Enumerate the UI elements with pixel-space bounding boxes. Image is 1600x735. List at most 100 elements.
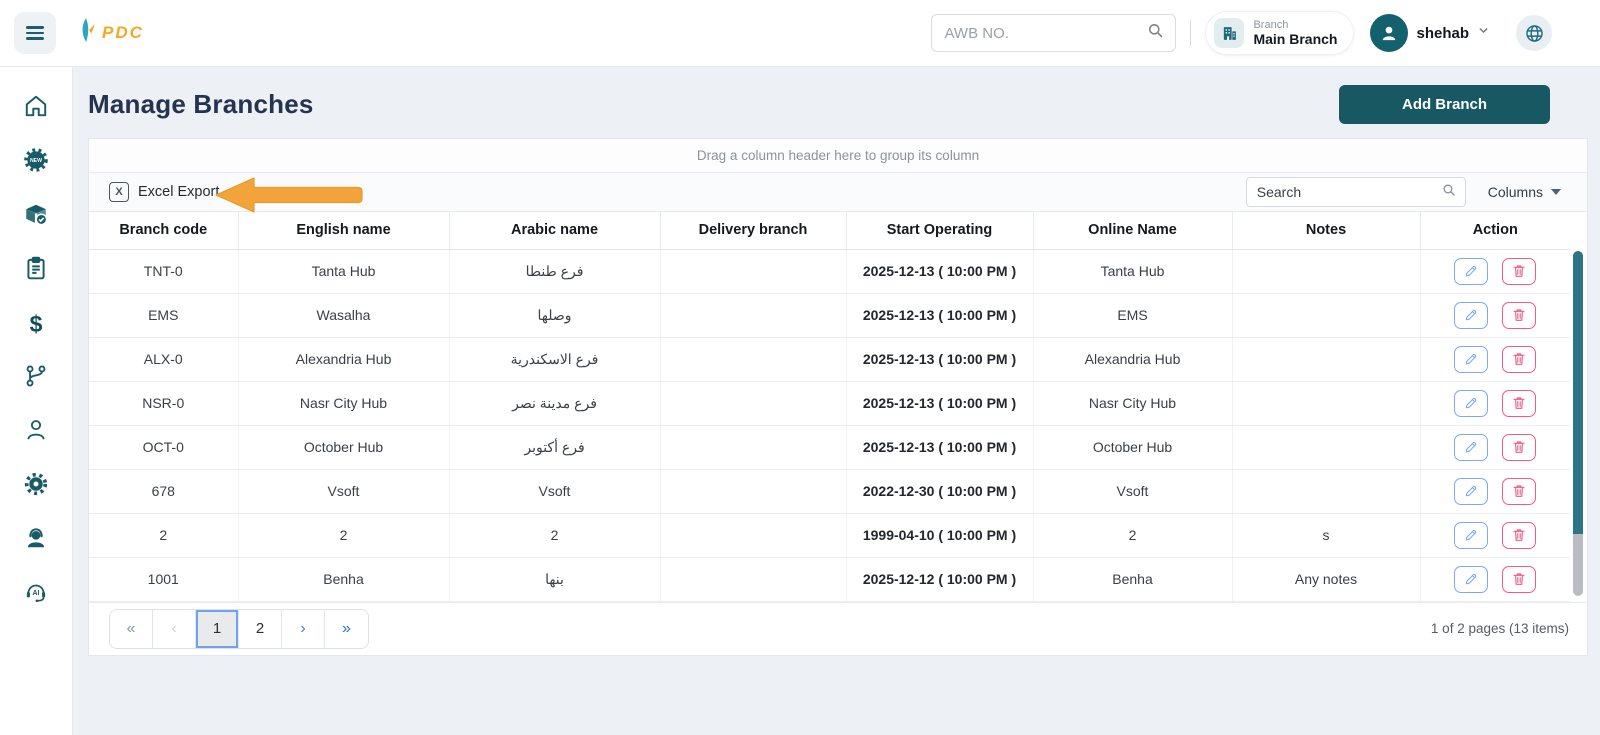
sidebar-item-branches[interactable] [22, 365, 50, 392]
edit-button[interactable] [1454, 521, 1489, 549]
awb-search-input[interactable] [944, 24, 1147, 42]
search-icon[interactable] [1146, 21, 1165, 45]
pager-first-button[interactable]: « [110, 609, 153, 648]
delete-button[interactable] [1502, 389, 1537, 417]
arabic-name-cell: 2 [449, 513, 661, 558]
column-header-delivery-branch[interactable]: Delivery branch [660, 212, 847, 250]
english-name-cell: 2 [238, 513, 450, 558]
english-name-cell: Wasalha [238, 293, 450, 338]
edit-button[interactable] [1454, 565, 1489, 593]
pager-prev-button[interactable]: ‹ [153, 609, 196, 648]
edit-button[interactable] [1454, 433, 1489, 461]
pager-next-button[interactable]: › [282, 609, 325, 648]
sidebar-item-ai-assistant[interactable]: AI [22, 581, 50, 608]
action-cell [1420, 557, 1570, 602]
scrollbar-track[interactable] [1573, 534, 1583, 596]
english-name-cell: Nasr City Hub [238, 381, 450, 426]
gear-new-icon: NEW [23, 147, 49, 178]
branch-code-cell: EMS [89, 293, 239, 338]
add-branch-button[interactable]: Add Branch [1339, 85, 1550, 124]
column-header-online-name[interactable]: Online Name [1033, 212, 1233, 250]
sidebar-item-users[interactable] [22, 419, 50, 446]
column-header-english-name[interactable]: English name [238, 212, 450, 250]
delivery-branch-cell [660, 557, 847, 602]
delete-button[interactable] [1502, 345, 1537, 373]
delete-button[interactable] [1502, 521, 1537, 549]
online-name-cell: Alexandria Hub [1033, 337, 1233, 382]
building-icon [1214, 18, 1245, 48]
column-header-notes[interactable]: Notes [1232, 212, 1421, 250]
notes-cell [1232, 381, 1421, 426]
table-row[interactable]: OCT-0 October Hub فرع أكتوبر 2025-12-13 … [89, 425, 1570, 470]
edit-button[interactable] [1454, 389, 1489, 417]
edit-button[interactable] [1454, 477, 1489, 505]
branch-code-cell: 2 [89, 513, 239, 558]
delete-button[interactable] [1502, 433, 1537, 461]
package-check-icon [23, 201, 49, 232]
table-row[interactable]: 1001 Benha بنها 2025-12-12 ( 10:00 PM ) … [89, 557, 1570, 602]
online-name-cell: October Hub [1033, 425, 1233, 470]
sidebar-item-home[interactable] [22, 95, 50, 122]
pager-page-1-button[interactable]: 1 [196, 609, 239, 648]
arabic-name-cell: بنها [449, 557, 661, 602]
column-header-arabic-name[interactable]: Arabic name [449, 212, 661, 250]
branch-code-cell: 1001 [89, 557, 239, 602]
edit-button[interactable] [1454, 301, 1489, 329]
excel-export-button[interactable]: X Excel Export [109, 182, 219, 202]
column-header-start-operating[interactable]: Start Operating [846, 212, 1034, 250]
action-cell [1420, 249, 1570, 294]
delete-button[interactable] [1502, 257, 1537, 285]
english-name-cell: Alexandria Hub [238, 337, 450, 382]
sidebar-item-reports[interactable] [22, 256, 50, 284]
chevron-down-icon [1551, 189, 1561, 195]
group-panel[interactable]: Drag a column header here to group its c… [89, 139, 1587, 173]
branch-selector[interactable]: Branch Main Branch [1205, 11, 1355, 55]
notes-cell: Any notes [1232, 557, 1421, 602]
branch-code-cell: 678 [89, 469, 239, 514]
git-branch-icon [23, 363, 49, 394]
online-name-cell: Vsoft [1033, 469, 1233, 514]
search-icon[interactable] [1441, 182, 1457, 203]
table-row[interactable]: NSR-0 Nasr City Hub فرع مدينة نصر 2025-1… [89, 381, 1570, 426]
pager-page-2-button[interactable]: 2 [239, 609, 282, 648]
sidebar-item-support[interactable] [22, 527, 50, 554]
svg-text:NEW: NEW [30, 158, 42, 164]
column-header-action[interactable]: Action [1420, 212, 1570, 250]
pager-summary: 1 of 2 pages (13 items) [1430, 621, 1569, 636]
excel-file-icon: X [109, 182, 129, 202]
arabic-name-cell: فرع الاسكندرية [449, 337, 661, 382]
menu-toggle-button[interactable] [14, 12, 56, 54]
table-row[interactable]: EMS Wasalha وصلها 2025-12-13 ( 10:00 PM … [89, 293, 1570, 338]
sidebar-item-finance[interactable]: $ [22, 311, 50, 338]
delete-button[interactable] [1502, 301, 1537, 329]
delivery-branch-cell [660, 469, 847, 514]
user-menu[interactable]: shehab [1370, 14, 1490, 52]
delete-button[interactable] [1502, 477, 1537, 505]
delete-button[interactable] [1502, 565, 1537, 593]
table-row[interactable]: ALX-0 Alexandria Hub فرع الاسكندرية 2025… [89, 337, 1570, 382]
start-operating-cell: 2025-12-13 ( 10:00 PM ) [846, 293, 1034, 338]
table-header-row: Branch code English name Arabic name Delive… [89, 212, 1570, 250]
sidebar-item-shipments[interactable] [22, 203, 50, 230]
edit-button[interactable] [1454, 345, 1489, 373]
columns-chooser-button[interactable]: Columns [1466, 184, 1587, 200]
table-row[interactable]: 678 Vsoft Vsoft 2022-12-30 ( 10:00 PM ) … [89, 469, 1570, 514]
svg-text:AI: AI [33, 590, 40, 597]
grid-search-input[interactable] [1256, 184, 1441, 200]
vertical-scrollbar[interactable] [1573, 251, 1583, 596]
notes-cell: s [1232, 513, 1421, 558]
table-row[interactable]: 2 2 2 1999-04-10 ( 10:00 PM ) 2 s [89, 513, 1570, 558]
edit-button[interactable] [1454, 257, 1489, 285]
user-name: shehab [1416, 24, 1469, 42]
sidebar-item-settings[interactable] [22, 472, 50, 500]
app-logo: PDC [78, 17, 144, 49]
delivery-branch-cell [660, 381, 847, 426]
table-row[interactable]: TNT-0 Tanta Hub فرع طنطا 2025-12-13 ( 10… [89, 249, 1570, 294]
arabic-name-cell: وصلها [449, 293, 661, 338]
column-header-branch-code[interactable]: Branch code [89, 212, 239, 250]
scrollbar-thumb[interactable] [1573, 251, 1583, 534]
pager-last-button[interactable]: » [325, 609, 368, 648]
language-globe-button[interactable] [1516, 15, 1552, 51]
sidebar-item-new-orders[interactable]: NEW [22, 147, 50, 178]
ai-headset-icon: AI [23, 579, 49, 610]
